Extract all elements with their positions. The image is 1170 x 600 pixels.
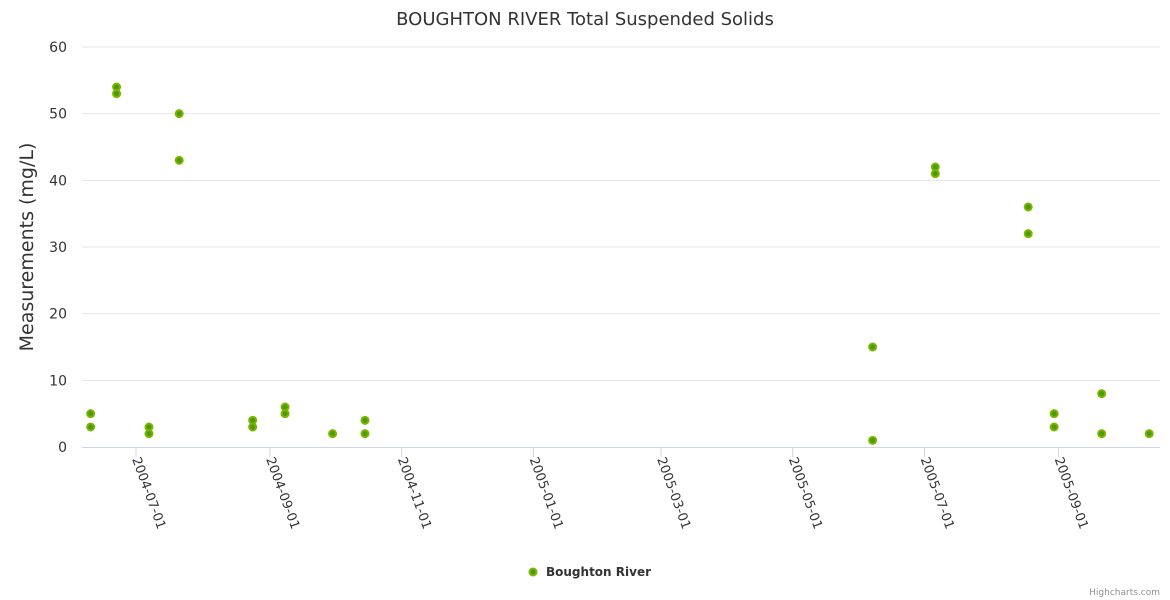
- data-point: [248, 422, 258, 432]
- grid-lines: [82, 46, 1160, 381]
- data-point: [360, 429, 370, 439]
- x-tick-label: 2005-03-01: [653, 455, 693, 531]
- x-tick-label: 2004-11-01: [394, 455, 434, 531]
- data-point: [1049, 422, 1059, 432]
- data-point: [868, 435, 878, 445]
- y-tick-label: 0: [58, 440, 67, 456]
- data-point: [328, 429, 338, 439]
- data-point: [1023, 202, 1033, 212]
- data-point: [144, 429, 154, 439]
- data-points: [86, 82, 1154, 445]
- x-tick-label: 2004-09-01: [262, 455, 302, 531]
- x-tick-label: 2005-01-01: [526, 455, 566, 531]
- data-point: [174, 109, 184, 119]
- chart-title: BOUGHTON RIVER Total Suspended Solids: [396, 9, 774, 30]
- data-point: [1049, 409, 1059, 419]
- x-tick-label: 2004-07-01: [128, 455, 168, 531]
- y-tick-label: 20: [49, 307, 67, 323]
- y-tick-label: 40: [49, 173, 67, 189]
- y-tick-label: 30: [49, 240, 67, 256]
- credits-link[interactable]: Highcharts.com: [1089, 588, 1160, 598]
- y-tick-label: 50: [49, 107, 67, 123]
- data-point: [174, 155, 184, 165]
- legend-label: Boughton River: [546, 565, 651, 579]
- data-point: [280, 409, 290, 419]
- data-point: [86, 422, 96, 432]
- data-point: [1144, 429, 1154, 439]
- data-point: [930, 169, 940, 179]
- data-point: [86, 409, 96, 419]
- data-point: [112, 89, 122, 99]
- data-point: [1097, 429, 1107, 439]
- y-axis-label: Measurements (mg/L): [16, 143, 38, 352]
- x-tick-label: 2005-05-01: [785, 455, 825, 531]
- y-axis-ticks: 0 10 20 30 40 50 60: [49, 40, 67, 456]
- data-point: [868, 342, 878, 352]
- data-point: [1023, 229, 1033, 239]
- x-tick-label: 2005-07-01: [917, 455, 957, 531]
- y-tick-label: 60: [49, 40, 67, 56]
- y-tick-label: 10: [49, 373, 67, 389]
- legend-item-boughton-river[interactable]: Boughton River: [528, 565, 652, 579]
- data-point: [1097, 389, 1107, 399]
- x-axis: 2004-07-01 2004-09-01 2004-11-01 2005-01-01…: [82, 447, 1160, 531]
- legend-marker-icon: [528, 567, 538, 577]
- x-tick-label: 2005-09-01: [1051, 455, 1091, 531]
- data-point: [360, 415, 370, 425]
